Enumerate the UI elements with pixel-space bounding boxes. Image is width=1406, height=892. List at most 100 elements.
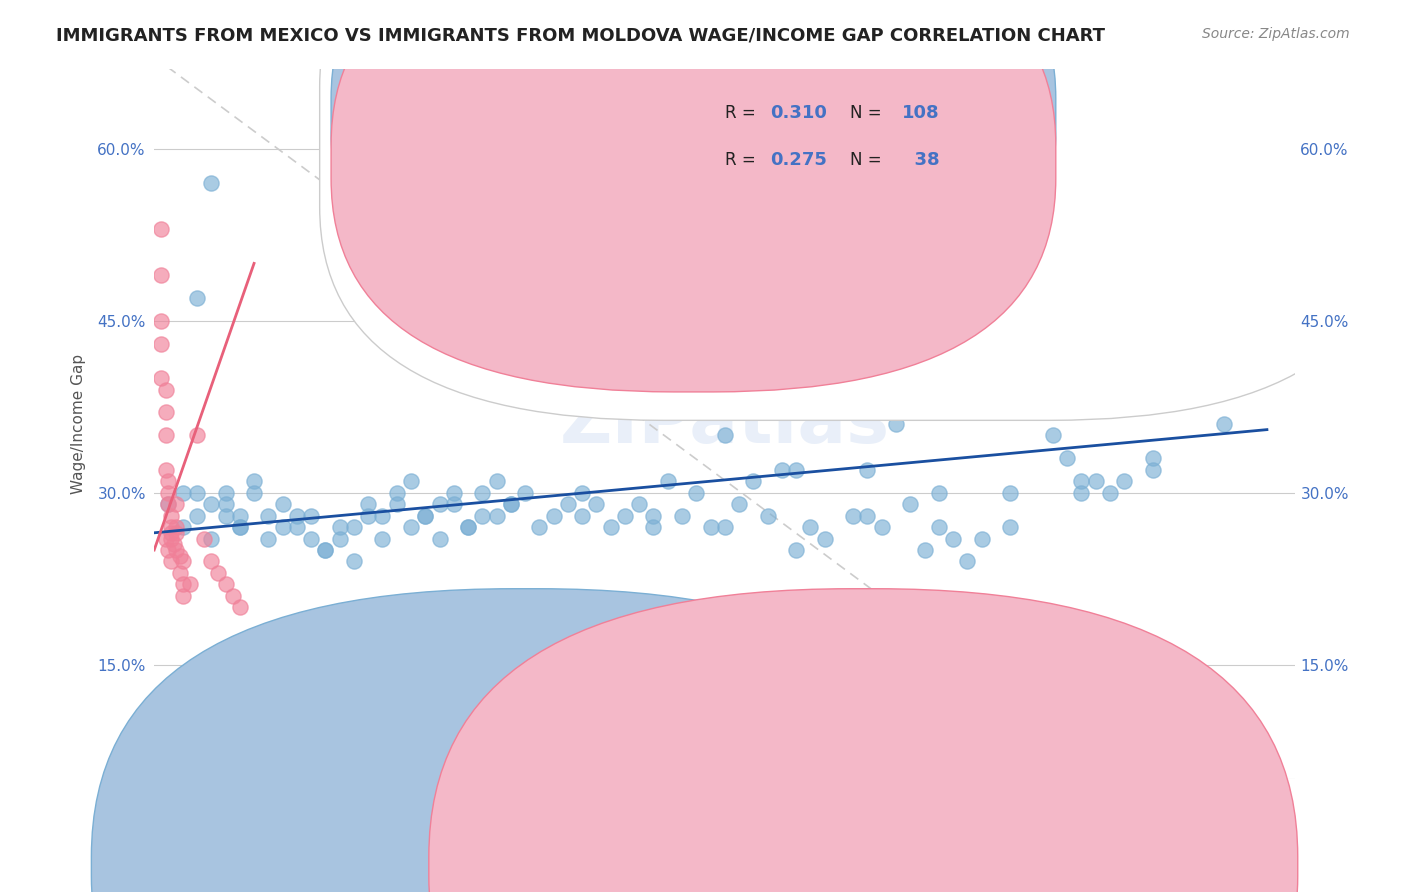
Point: [599, 520, 621, 534]
Point: [385, 497, 408, 511]
FancyBboxPatch shape: [319, 0, 1392, 420]
Point: [221, 589, 243, 603]
Point: [1142, 451, 1164, 466]
Point: [155, 383, 177, 397]
Point: [186, 485, 208, 500]
Point: [443, 485, 465, 500]
Point: [214, 577, 236, 591]
Point: [160, 525, 183, 540]
Point: [998, 520, 1021, 534]
Point: [186, 428, 208, 442]
Text: ⬜  Immigrants from Mexico: ⬜ Immigrants from Mexico: [534, 858, 740, 872]
Point: [165, 520, 187, 534]
Legend: , : ,: [614, 77, 676, 149]
Text: 0.275: 0.275: [770, 152, 827, 169]
Point: [257, 532, 280, 546]
Point: [471, 508, 494, 523]
Point: [165, 543, 187, 558]
Point: [179, 577, 201, 591]
Point: [186, 291, 208, 305]
Point: [571, 485, 593, 500]
Point: [271, 497, 294, 511]
Point: [429, 532, 451, 546]
Point: [172, 520, 194, 534]
Point: [828, 669, 851, 683]
Point: [1142, 463, 1164, 477]
Point: [399, 474, 422, 488]
Point: [165, 497, 187, 511]
Text: ZIPatlas: ZIPatlas: [560, 390, 890, 458]
Point: [970, 532, 993, 546]
Point: [529, 520, 551, 534]
Point: [457, 520, 479, 534]
Point: [1070, 474, 1092, 488]
Point: [329, 520, 352, 534]
Point: [155, 463, 177, 477]
Point: [399, 520, 422, 534]
Point: [884, 314, 907, 328]
Point: [799, 520, 821, 534]
Text: IMMIGRANTS FROM MEXICO VS IMMIGRANTS FROM MOLDOVA WAGE/INCOME GAP CORRELATION CH: IMMIGRANTS FROM MEXICO VS IMMIGRANTS FRO…: [56, 27, 1105, 45]
Point: [984, 669, 1007, 683]
Point: [657, 474, 679, 488]
Point: [628, 497, 651, 511]
Point: [499, 497, 522, 511]
Point: [214, 485, 236, 500]
Point: [160, 508, 183, 523]
Point: [236, 749, 259, 764]
Text: ⬜  Immigrants from Moldova: ⬜ Immigrants from Moldova: [872, 858, 1088, 872]
Point: [157, 474, 180, 488]
Point: [157, 497, 180, 511]
Point: [155, 532, 177, 546]
Point: [429, 497, 451, 511]
Point: [485, 508, 508, 523]
Point: [207, 566, 229, 580]
Point: [165, 525, 187, 540]
Point: [699, 520, 721, 534]
Text: 108: 108: [901, 104, 939, 122]
Text: Source: ZipAtlas.com: Source: ZipAtlas.com: [1202, 27, 1350, 41]
Point: [357, 497, 380, 511]
Point: [613, 508, 636, 523]
Text: 0.310: 0.310: [770, 104, 827, 122]
Text: 38: 38: [901, 152, 939, 169]
Point: [942, 532, 965, 546]
Point: [229, 508, 252, 523]
Point: [928, 130, 950, 145]
Point: [157, 485, 180, 500]
Point: [571, 508, 593, 523]
Point: [214, 497, 236, 511]
Point: [856, 463, 879, 477]
Point: [457, 520, 479, 534]
Point: [1128, 325, 1150, 339]
FancyBboxPatch shape: [330, 0, 1056, 392]
Point: [285, 520, 308, 534]
Point: [928, 485, 950, 500]
Point: [471, 485, 494, 500]
Point: [285, 508, 308, 523]
Point: [485, 474, 508, 488]
Point: [1014, 669, 1036, 683]
Point: [928, 520, 950, 534]
Point: [413, 508, 436, 523]
Point: [1056, 451, 1078, 466]
Point: [814, 302, 837, 317]
Point: [155, 405, 177, 419]
Point: [685, 485, 707, 500]
Point: [884, 417, 907, 431]
Point: [998, 130, 1021, 145]
Point: [1114, 474, 1136, 488]
Point: [371, 532, 394, 546]
Point: [1213, 417, 1236, 431]
Point: [150, 371, 173, 385]
Point: [299, 508, 322, 523]
Point: [543, 508, 565, 523]
Point: [160, 554, 183, 568]
Text: N =: N =: [851, 152, 887, 169]
Point: [214, 508, 236, 523]
Point: [172, 589, 194, 603]
Point: [172, 577, 194, 591]
Point: [343, 520, 366, 534]
Point: [155, 428, 177, 442]
Point: [271, 520, 294, 534]
